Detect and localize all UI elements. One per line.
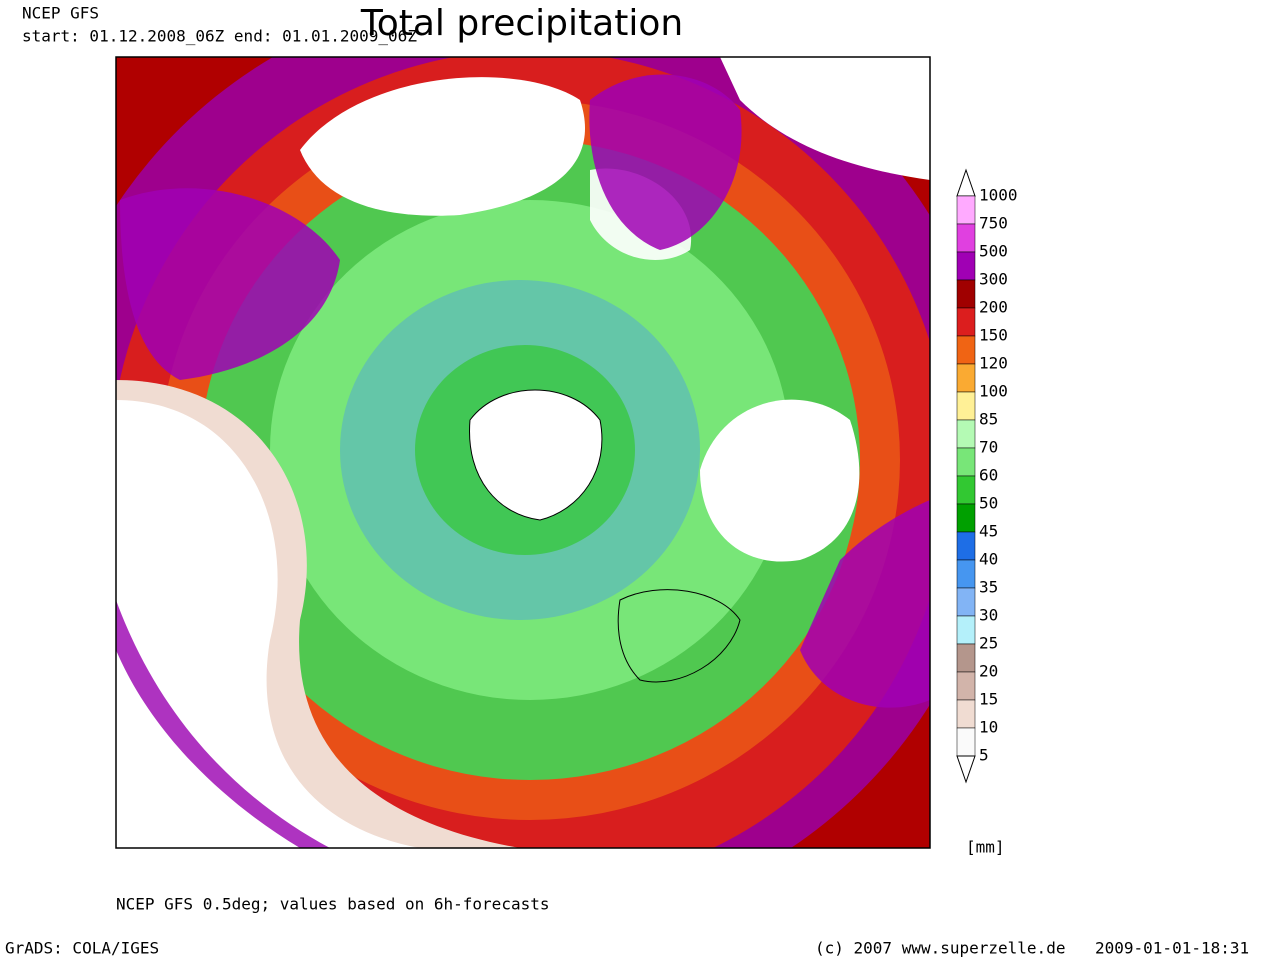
copyright: (c) 2007 www.superzelle.de bbox=[815, 939, 1065, 958]
colorbar-box bbox=[956, 363, 976, 393]
colorbar-label: 200 bbox=[979, 298, 1008, 317]
colorbar-label: 85 bbox=[979, 410, 998, 429]
colorbar-box bbox=[956, 503, 976, 533]
colorbar-label: 70 bbox=[979, 438, 998, 457]
colorbar-box bbox=[956, 447, 976, 477]
colorbar: 1000 750 500 300 200 150 120 100 85 70 60 50 45 40 35 3… bbox=[956, 168, 1018, 784]
colorbar-box bbox=[956, 475, 976, 505]
colorbar-box bbox=[956, 279, 976, 309]
period-label: start: 01.12.2008_06Z end: 01.01.2009_06… bbox=[22, 27, 417, 46]
footer-note: NCEP GFS 0.5deg; values based on 6h-fore… bbox=[116, 895, 549, 914]
colorbar-box bbox=[956, 419, 976, 449]
colorbar-label: 50 bbox=[979, 494, 998, 513]
colorbar-box bbox=[956, 587, 976, 617]
colorbar-box bbox=[956, 391, 976, 421]
colorbar-label: 30 bbox=[979, 606, 998, 625]
colorbar-box bbox=[956, 699, 976, 729]
colorbar-label: 20 bbox=[979, 662, 998, 681]
colorbar-top-arrow bbox=[956, 168, 976, 197]
colorbar-box bbox=[956, 615, 976, 645]
title: Total precipitation bbox=[360, 3, 683, 44]
colorbar-label: 150 bbox=[979, 326, 1008, 345]
colorbar-box bbox=[956, 559, 976, 589]
colorbar-box bbox=[956, 531, 976, 561]
colorbar-label: 60 bbox=[979, 466, 998, 485]
colorbar-box bbox=[956, 643, 976, 673]
map-frame bbox=[115, 56, 931, 849]
colorbar-label: 300 bbox=[979, 270, 1008, 289]
colorbar-box bbox=[956, 671, 976, 701]
colorbar-box bbox=[956, 223, 976, 253]
colorbar-label: 120 bbox=[979, 354, 1008, 373]
timestamp: 2009-01-01-18:31 bbox=[1095, 939, 1249, 958]
colorbar-label: 35 bbox=[979, 578, 998, 597]
colorbar-label: 25 bbox=[979, 634, 998, 653]
colorbar-box bbox=[956, 335, 976, 365]
colorbar-label: 40 bbox=[979, 550, 998, 569]
software-credit: GrADS: COLA/IGES bbox=[5, 939, 159, 958]
colorbar-label: 5 bbox=[979, 746, 989, 765]
colorbar-box bbox=[956, 307, 976, 337]
colorbar-box bbox=[956, 195, 976, 225]
model-label: NCEP GFS bbox=[22, 4, 99, 23]
map bbox=[116, 57, 930, 848]
colorbar-box bbox=[956, 727, 976, 757]
colorbar-label: 15 bbox=[979, 690, 998, 709]
colorbar-label: 100 bbox=[979, 382, 1008, 401]
colorbar-label: 45 bbox=[979, 522, 998, 541]
colorbar-bottom-arrow bbox=[956, 755, 976, 784]
colorbar-box bbox=[956, 251, 976, 281]
colorbar-label: 500 bbox=[979, 242, 1008, 261]
colorbar-label: 10 bbox=[979, 718, 998, 737]
colorbar-label: 750 bbox=[979, 214, 1008, 233]
colorbar-label: 1000 bbox=[979, 186, 1018, 205]
unit-label: [mm] bbox=[966, 838, 1005, 857]
